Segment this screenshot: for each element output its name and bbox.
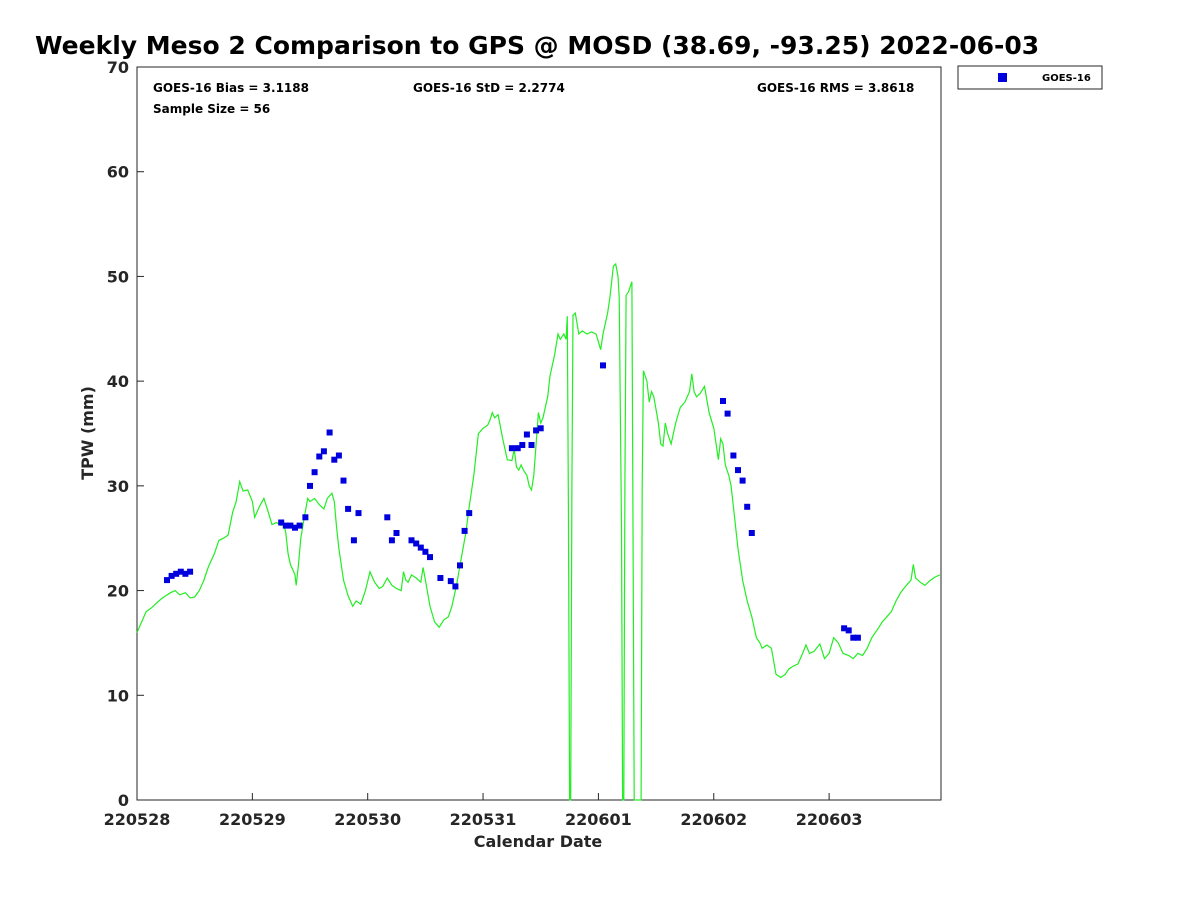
- x-tick-label: 220528: [104, 810, 171, 829]
- goes-point: [724, 410, 731, 417]
- goes-point: [854, 634, 861, 641]
- goes-point: [335, 452, 342, 459]
- gps-line: [136, 262, 941, 801]
- goes-point: [320, 448, 327, 455]
- rms-stat: GOES-16 RMS = 3.8618: [757, 81, 914, 95]
- sample-size-stat: Sample Size = 56: [153, 102, 270, 116]
- x-tick-label: 220601: [565, 810, 632, 829]
- goes-point: [413, 540, 420, 547]
- goes-point: [466, 510, 473, 517]
- goes-series: [164, 362, 861, 641]
- goes-point: [447, 578, 454, 585]
- goes-point: [393, 530, 400, 536]
- goes-point: [537, 425, 544, 432]
- goes-point: [350, 537, 357, 544]
- goes-point: [841, 625, 848, 632]
- bias-stat: GOES-16 Bias = 3.1188: [153, 81, 309, 95]
- goes-point: [355, 510, 362, 517]
- goes-point: [417, 544, 424, 551]
- goes-point: [388, 537, 395, 544]
- x-axis-label: Calendar Date: [474, 832, 603, 851]
- goes-point: [739, 477, 746, 484]
- goes-point: [437, 575, 444, 581]
- goes-point: [282, 522, 289, 529]
- goes-point: [182, 570, 189, 577]
- x-tick-label: 220529: [219, 810, 286, 829]
- y-tick-label: 60: [107, 163, 129, 182]
- goes-point: [422, 548, 429, 555]
- goes-point: [296, 522, 303, 529]
- y-tick-label: 50: [107, 267, 129, 286]
- goes-point: [850, 634, 857, 641]
- goes-point: [287, 522, 294, 529]
- plot-area: [136, 66, 942, 801]
- y-tick-label: 20: [107, 582, 129, 601]
- goes-point: [168, 572, 175, 579]
- goes-point: [187, 568, 194, 575]
- goes-point: [427, 554, 433, 561]
- goes-point: [331, 456, 338, 463]
- goes-point: [457, 562, 463, 569]
- legend-label-goes: GOES-16: [1042, 73, 1091, 84]
- goes-point: [307, 482, 313, 489]
- goes-point: [519, 442, 526, 448]
- y-tick-label: 0: [118, 791, 129, 810]
- goes-point: [533, 427, 540, 434]
- axis-ticks: 0 10 20 30 40 50 60 70 220528 220529 220530 220531 2…: [104, 58, 863, 829]
- goes-point: [345, 505, 352, 512]
- goes-point: [173, 570, 180, 577]
- goes-point: [720, 398, 726, 404]
- chart-title: Weekly Meso 2 Comparison to GPS @ MOSD (…: [35, 31, 1039, 60]
- goes-point: [384, 514, 391, 521]
- goes-point: [164, 577, 170, 584]
- goes-point: [278, 519, 285, 526]
- y-tick-label: 30: [107, 477, 129, 496]
- y-tick-label: 10: [107, 686, 129, 705]
- x-tick-label: 220602: [680, 810, 747, 829]
- goes-point: [316, 453, 323, 460]
- goes-point: [744, 503, 751, 510]
- legend: GOES-16: [957, 65, 1103, 90]
- goes-point: [292, 524, 298, 531]
- goes-point: [514, 445, 521, 452]
- x-tick-label: 220603: [796, 810, 863, 829]
- goes-point: [311, 469, 318, 476]
- y-axis-label: TPW (mm): [78, 386, 97, 480]
- goes-point: [600, 362, 606, 369]
- goes-point: [730, 452, 737, 459]
- goes-point: [461, 527, 468, 534]
- goes-point: [523, 431, 530, 438]
- goes-point: [735, 467, 741, 474]
- std-stat: GOES-16 StD = 2.2774: [413, 81, 565, 95]
- x-tick-label: 220530: [334, 810, 401, 829]
- plot-frame: [136, 66, 942, 801]
- goes-point: [408, 537, 415, 544]
- y-tick-label: 40: [107, 372, 129, 391]
- x-tick-label: 220531: [450, 810, 517, 829]
- y-tick-label: 70: [107, 58, 129, 77]
- goes-point: [508, 445, 515, 452]
- goes-point: [748, 530, 755, 536]
- goes-point: [340, 477, 347, 484]
- goes-point: [177, 568, 184, 575]
- gps-series: [136, 262, 941, 801]
- legend-marker-square: [998, 73, 1007, 82]
- goes-point: [528, 442, 535, 448]
- legend-box: [957, 65, 1103, 90]
- goes-point: [845, 627, 852, 634]
- goes-point: [302, 514, 309, 521]
- goes-point: [326, 429, 333, 436]
- goes-point: [452, 583, 459, 590]
